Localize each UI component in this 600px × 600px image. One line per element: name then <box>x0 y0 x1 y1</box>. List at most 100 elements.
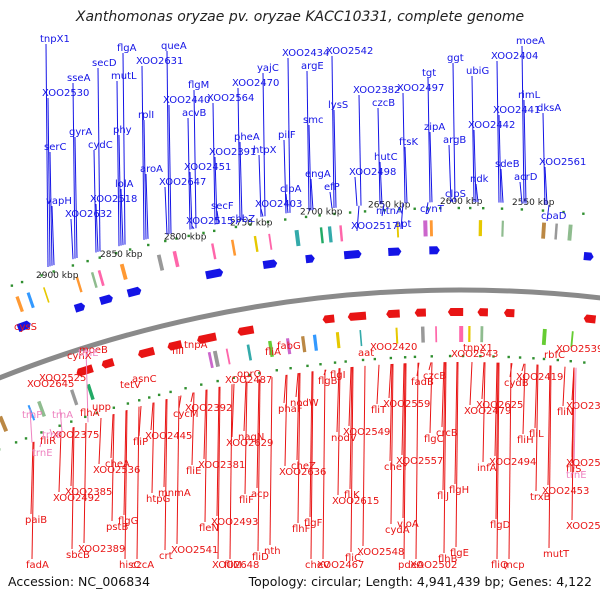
gc-dot-mark <box>520 208 524 211</box>
gene-label-minus: XOO2557 <box>396 456 443 467</box>
gc-dot-mark <box>114 251 118 255</box>
gc-dot-mark <box>541 209 545 212</box>
label-leader-line <box>190 392 194 403</box>
gene-label-minus: htpG <box>146 494 170 505</box>
cog-minus-stripe <box>312 334 318 351</box>
label-leader-line <box>535 364 539 492</box>
cog-plus-stripe <box>230 239 237 256</box>
gc-dot-mark <box>10 284 14 287</box>
label-leader-line <box>358 94 362 206</box>
gc-dot-mark <box>479 354 482 358</box>
plus-strand-gene-arrow <box>343 249 362 260</box>
gene-label-plus: queA <box>161 41 187 52</box>
label-leader-line <box>475 183 479 203</box>
label-leader-line <box>310 371 314 560</box>
gene-label-minus: XOO2539 <box>556 344 600 355</box>
gene-label-minus: upp <box>92 402 111 413</box>
cog-plus-stripe <box>339 225 344 242</box>
label-leader-line <box>136 406 140 560</box>
label-leader-line <box>402 92 406 204</box>
gc-dot-mark <box>14 441 18 444</box>
gene-label-plus: cynT <box>420 204 445 215</box>
gene-label-minus: fliE <box>186 466 201 477</box>
cog-minus-stripe <box>570 331 574 348</box>
label-leader-line <box>377 107 381 205</box>
label-leader-line <box>141 65 145 240</box>
gc-dot-mark <box>98 256 101 259</box>
label-leader-line <box>235 220 239 225</box>
gc-dot-mark <box>157 393 161 397</box>
label-leader-line <box>70 427 74 487</box>
label-leader-line <box>336 368 340 433</box>
gene-label-minus: infA <box>477 463 497 474</box>
gene-label-plus: XOO2391 <box>209 147 256 158</box>
gene-label-minus: XOO2536 <box>93 465 140 476</box>
label-leader-line <box>534 364 538 429</box>
gene-label-plus: XOO2497 <box>397 83 444 94</box>
cog-plus-stripe <box>396 221 400 238</box>
gene-label-plus: sdeB <box>495 159 520 170</box>
label-leader-line <box>260 208 264 217</box>
gene-label-plus: XOO2647 <box>159 177 206 188</box>
gene-label-plus: XOO2451 <box>184 162 231 173</box>
label-leader-line <box>244 381 248 495</box>
gene-label-minus: cydB <box>504 378 529 389</box>
label-leader-line <box>441 362 445 428</box>
gc-dot-mark <box>52 270 55 273</box>
label-leader-line <box>30 442 34 515</box>
gene-label-minus: XOO2381 <box>198 460 245 471</box>
label-leader-line <box>309 371 313 518</box>
label-leader-line <box>547 365 551 486</box>
gene-label-minus: fliK <box>344 490 360 501</box>
cog-minus-stripe <box>335 332 341 349</box>
cog-plus-stripe <box>75 276 83 293</box>
plus-strand-gene-arrow <box>388 247 402 256</box>
label-leader-line <box>443 362 447 554</box>
label-leader-line <box>429 362 433 434</box>
gene-label-minus: flgG <box>118 516 138 527</box>
gene-label-plus: XOO2498 <box>349 167 396 178</box>
gene-label-minus: czcA <box>131 560 154 571</box>
gene-label-minus: XOO2385 <box>65 487 112 498</box>
gc-dot-mark <box>232 376 235 380</box>
gene-label-minus: flhA <box>80 408 100 419</box>
gene-label-minus: tnpX1 <box>463 343 493 354</box>
gene-label-plus: XOO2382 <box>353 85 400 96</box>
gene-label-plus: XOO2542 <box>326 46 373 57</box>
label-leader-line <box>71 427 75 550</box>
gene-label-minus: vioA <box>397 519 419 530</box>
cog-minus-stripe <box>212 350 220 368</box>
label-leader-line <box>58 431 62 493</box>
minus-strand-gene-arrow <box>477 308 489 317</box>
gc-dot-mark <box>40 431 43 434</box>
label-leader-line <box>442 362 446 491</box>
rna-gene-label: trnE <box>42 430 63 441</box>
gene-label-minus: cynX <box>67 351 92 362</box>
gene-label-plus: argE <box>301 61 324 72</box>
label-leader-line <box>401 363 405 456</box>
gc-dot-mark <box>457 206 460 210</box>
gene-label-plus: XOO2515 <box>186 216 233 227</box>
label-leader-line <box>243 381 247 432</box>
label-leader-line <box>111 413 115 522</box>
cog-minus-stripe <box>37 400 46 418</box>
gc-dot-mark <box>175 237 178 240</box>
label-leader-line <box>49 151 53 266</box>
label-leader-line <box>381 204 385 217</box>
gene-label-minus: mcp <box>503 560 525 571</box>
figure-title: Xanthomonas oryzae pv. oryzae KACC10331,… <box>75 9 525 25</box>
minus-strand-gene-arrow <box>138 346 156 359</box>
rna-gene-label: trnA <box>52 410 73 421</box>
gene-label-minus: cycM <box>173 409 199 420</box>
gene-label-minus: XOO2525 <box>39 373 86 384</box>
gc-dot-mark <box>126 402 130 405</box>
gc-dot-mark <box>58 424 61 427</box>
label-leader-line <box>237 87 241 221</box>
label-leader-line <box>47 97 51 267</box>
plus-strand-gene-arrow <box>583 251 594 261</box>
gene-label-plus: XOO2632 <box>65 209 112 220</box>
gene-label-minus: XOO2502 <box>410 560 457 571</box>
label-leader-line <box>98 418 102 465</box>
gene-label-minus: czcB <box>423 371 446 382</box>
